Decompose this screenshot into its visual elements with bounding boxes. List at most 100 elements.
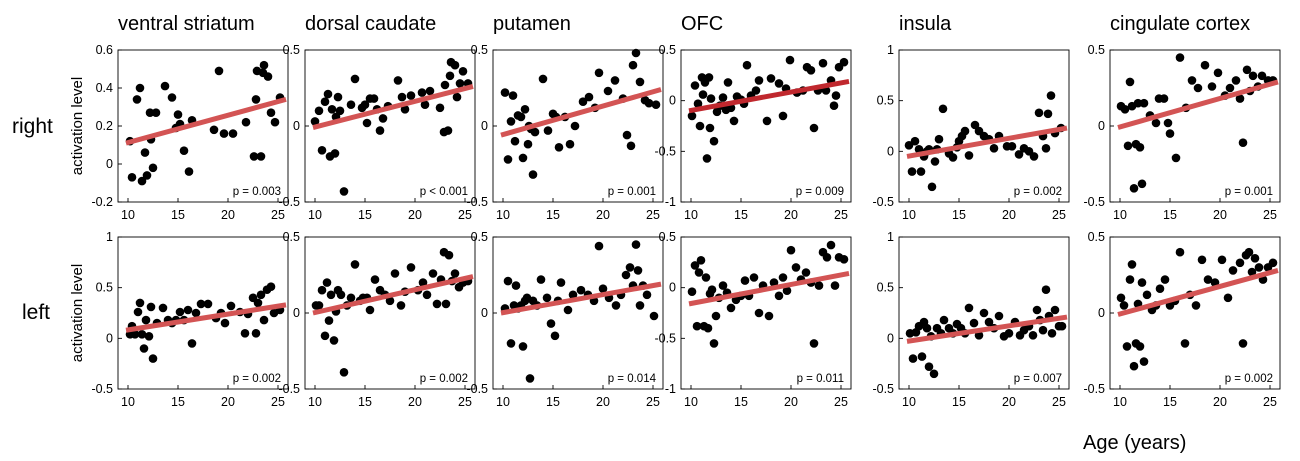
data-point xyxy=(142,171,152,180)
panel-left-6: -0.5 0 0.5 10 15 20 25 p = 0.002 xyxy=(1083,230,1281,409)
data-point xyxy=(196,299,206,309)
x-tick-label: 25 xyxy=(834,208,848,222)
y-tick-label: -0.5 xyxy=(654,144,676,158)
panel-frame xyxy=(898,236,1070,390)
panel-left-1: -0.5 0 0.5 1 10 15 20 25 activation level p = 0.0… xyxy=(69,230,289,409)
data-point xyxy=(705,123,715,133)
row-labels: right left xyxy=(12,115,53,324)
data-point xyxy=(644,98,654,108)
data-point xyxy=(1231,76,1241,85)
data-point xyxy=(191,308,201,318)
data-point xyxy=(1225,83,1235,93)
data-point xyxy=(740,276,750,285)
data-point xyxy=(554,143,564,152)
data-point xyxy=(930,157,940,166)
data-point xyxy=(1133,98,1143,108)
data-point xyxy=(1028,331,1038,340)
data-point xyxy=(511,281,521,290)
data-point xyxy=(418,278,428,287)
data-point xyxy=(510,136,520,146)
data-point xyxy=(335,106,345,116)
data-point xyxy=(324,316,334,325)
regression-line xyxy=(312,274,474,316)
data-point xyxy=(151,108,161,117)
y-tick-label: 0 xyxy=(887,144,894,158)
data-point xyxy=(516,112,526,122)
data-point xyxy=(1047,329,1057,338)
data-point xyxy=(1228,266,1238,275)
data-point xyxy=(1137,179,1147,189)
regression-line xyxy=(500,281,662,316)
data-point xyxy=(1193,83,1203,93)
data-point xyxy=(989,144,999,153)
x-tick-label: 25 xyxy=(834,395,848,409)
data-point xyxy=(839,57,849,67)
y-tick-label: 1 xyxy=(887,230,894,244)
panel-frame xyxy=(304,236,476,390)
y-tick-label: 0.5 xyxy=(96,281,113,295)
data-point xyxy=(251,329,261,338)
data-point xyxy=(1123,141,1133,151)
data-point xyxy=(360,100,370,109)
data-point xyxy=(350,74,360,84)
regression-line xyxy=(688,271,850,307)
y-tick-label: 0.5 xyxy=(471,43,488,57)
data-point xyxy=(934,134,944,144)
data-point xyxy=(818,58,828,68)
data-point xyxy=(406,91,416,100)
data-point xyxy=(709,136,719,146)
data-point xyxy=(633,266,643,275)
x-tick-label: 15 xyxy=(358,395,372,409)
data-point xyxy=(611,301,621,310)
data-point xyxy=(565,139,575,149)
x-tick-label: 10 xyxy=(1113,395,1127,409)
data-point xyxy=(137,176,147,186)
panel-right-3: putamen -0.5 0 0.5 10 15 20 25 p = 0.001 xyxy=(466,13,664,222)
data-point xyxy=(1135,143,1145,152)
data-point xyxy=(369,94,379,103)
panel-frame xyxy=(898,49,1070,203)
data-point xyxy=(782,286,792,296)
panel-left-5: -0.5 0 0.5 1 10 15 20 25 p = 0.007 xyxy=(872,230,1070,409)
y-tick-label: 0.4 xyxy=(96,81,113,95)
data-point xyxy=(336,290,346,300)
data-point xyxy=(1159,94,1169,103)
data-point xyxy=(350,260,360,269)
data-point xyxy=(1125,77,1135,87)
data-point xyxy=(327,105,337,114)
panel-frame xyxy=(492,236,664,390)
data-point xyxy=(628,60,638,70)
y-tick-label: -0.5 xyxy=(1083,195,1105,209)
data-point xyxy=(910,136,920,146)
data-point xyxy=(806,66,816,75)
data-point xyxy=(1257,71,1267,81)
data-point xyxy=(266,108,276,117)
data-point xyxy=(240,329,250,338)
y-tick-label: 0.2 xyxy=(96,119,113,133)
y-tick-label: 1 xyxy=(887,43,894,57)
data-point xyxy=(1187,76,1197,85)
data-point xyxy=(907,167,917,176)
data-point xyxy=(702,154,712,163)
p-value-label: p = 0.009 xyxy=(796,186,844,198)
data-point xyxy=(253,298,263,308)
data-point xyxy=(370,275,380,284)
data-point xyxy=(179,146,189,155)
data-point xyxy=(137,330,147,339)
data-point xyxy=(503,155,513,164)
y-tick-label: 0 xyxy=(106,331,113,345)
p-value-label: p = 0.002 xyxy=(233,373,281,385)
panel-frame xyxy=(680,49,852,203)
data-point xyxy=(1032,305,1042,315)
p-value-label: p = 0.014 xyxy=(608,373,657,385)
data-point xyxy=(148,163,158,173)
data-point xyxy=(420,100,430,109)
data-point xyxy=(814,281,824,290)
x-tick-label: 15 xyxy=(546,395,560,409)
data-point xyxy=(1223,293,1233,303)
y-tick-label: 0.5 xyxy=(659,230,676,244)
row-label-right: right xyxy=(12,115,53,138)
data-point xyxy=(259,315,269,325)
data-point xyxy=(698,90,708,99)
data-point xyxy=(330,149,340,158)
